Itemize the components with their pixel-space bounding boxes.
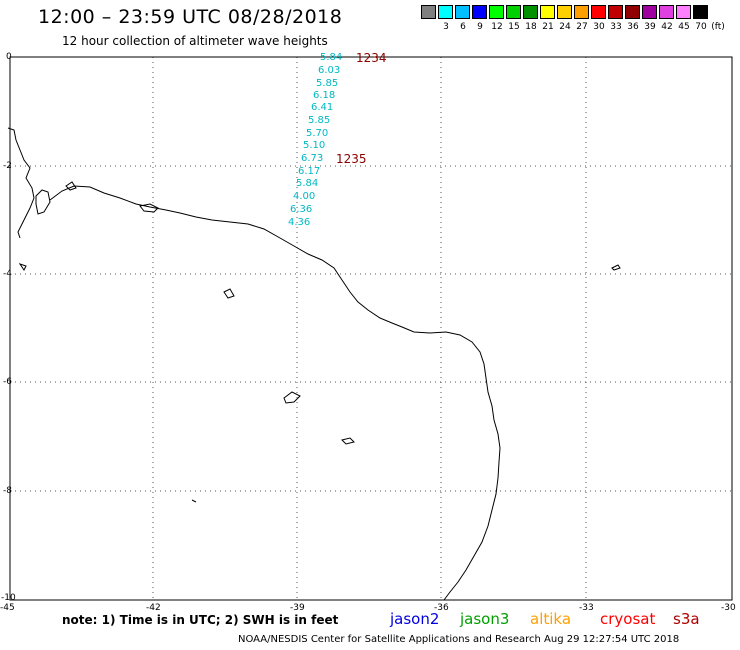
credit-line: NOAA/NESDIS Center for Satellite Applica…: [238, 634, 680, 645]
wave-height-value: 6.73: [301, 153, 324, 164]
legend-swatch: [608, 5, 623, 19]
legend-swatch: [438, 5, 453, 19]
legend-swatch: [523, 5, 538, 19]
wave-height-value: 6.41: [311, 102, 334, 113]
lon-label-5: -30: [721, 603, 736, 613]
rock-islet-4: [18, 263, 27, 271]
lon-label-0: -45: [0, 603, 15, 613]
atoll-das-rocas: [223, 288, 235, 299]
legend-tick-label: 33: [610, 22, 622, 32]
legend-swatch: [506, 5, 521, 19]
wave-height-value: 5.84: [296, 178, 319, 189]
map-subtitle: 12 hour collection of altimeter wave hei…: [62, 34, 328, 48]
wave-height-value: 6.36: [290, 204, 313, 215]
coastal-islet-2: [65, 181, 77, 191]
legend-swatch: [489, 5, 504, 19]
map-frame: [9, 56, 733, 601]
pass-time-label: 1234: [356, 51, 387, 65]
legend-swatch: [676, 5, 691, 19]
legend-swatch: [693, 5, 708, 19]
lon-label-2: -39: [290, 603, 305, 613]
coastline: [7, 127, 621, 601]
legend-swatch: [557, 5, 572, 19]
legend-tick-label: 36: [627, 22, 639, 32]
lon-label-3: -36: [434, 603, 449, 613]
lat-label-0: 0: [6, 52, 12, 62]
legend-tick-label: 9: [477, 22, 483, 32]
legend-swatch: [642, 5, 657, 19]
legend-tick-label: 30: [593, 22, 605, 32]
legend-tick-label: 12: [491, 22, 503, 32]
satellite-label-cryosat: cryosat: [600, 610, 656, 628]
wave-height-value: 6.17: [298, 166, 321, 177]
legend-tick-label: 42: [661, 22, 673, 32]
rock-islet-1: [341, 437, 355, 445]
lat-label-4: -8: [3, 486, 12, 496]
lat-label-5: -10: [1, 593, 16, 603]
legend-tick-label: 6: [460, 22, 466, 32]
satellite-label-s3a: s3a: [673, 610, 700, 628]
coastal-islet-1: [139, 203, 159, 213]
wave-height-value: 4.36: [288, 217, 311, 228]
legend-swatch: [455, 5, 470, 19]
legend-swatch: [659, 5, 674, 19]
legend-tick-label: 24: [559, 22, 571, 32]
legend-tick-label: 21: [542, 22, 554, 32]
pass-time-label: 1235: [336, 152, 367, 166]
rock-islet-3: [191, 499, 197, 503]
fernando-de-noronha: [283, 391, 301, 404]
legend-tick-label: 27: [576, 22, 588, 32]
wave-height-value: 5.10: [303, 140, 326, 151]
legend-swatch: [421, 5, 436, 19]
satellite-label-altika: altika: [530, 610, 572, 628]
graticule: [10, 57, 732, 600]
satellite-label-jason3: jason3: [460, 610, 510, 628]
wave-height-value: 6.18: [313, 90, 336, 101]
wave-height-value: 4.00: [293, 191, 316, 202]
wave-height-value: 5.85: [308, 115, 331, 126]
lat-label-1: -2: [3, 161, 12, 171]
legend-swatch: [472, 5, 487, 19]
wave-height-value: 5.84: [320, 52, 343, 63]
lon-label-1: -42: [146, 603, 161, 613]
marajo-island-outline: [7, 127, 51, 239]
brazil-coastline: [49, 185, 501, 601]
footnote: note: 1) Time is in UTC; 2) SWH is in fe…: [62, 613, 339, 627]
legend-tick-label: 70: [695, 22, 707, 32]
wave-height-value: 6.03: [318, 65, 341, 76]
lat-label-3: -6: [3, 377, 12, 387]
wave-height-value: 5.85: [316, 78, 339, 89]
map-title: 12:00 – 23:59 UTC 08/28/2018: [38, 6, 343, 28]
wave-height-value: 5.70: [306, 128, 329, 139]
legend-swatch: [574, 5, 589, 19]
legend-tick-label: 3: [443, 22, 449, 32]
satellite-label-jason2: jason2: [390, 610, 440, 628]
lat-label-2: -4: [3, 269, 12, 279]
legend-swatch: [540, 5, 555, 19]
legend-tick-label: 39: [644, 22, 656, 32]
legend-swatch: [591, 5, 606, 19]
legend-unit: (ft): [711, 22, 725, 32]
legend-tick-label: 15: [508, 22, 520, 32]
rock-islet-2: [611, 264, 621, 271]
legend-tick-label: 45: [678, 22, 690, 32]
lon-label-4: -33: [579, 603, 594, 613]
legend-swatch: [625, 5, 640, 19]
legend-tick-label: 18: [525, 22, 537, 32]
